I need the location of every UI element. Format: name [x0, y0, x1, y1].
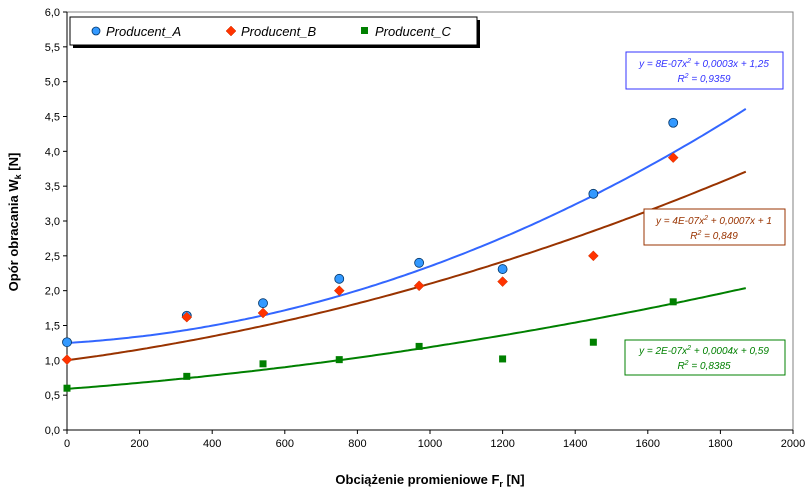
- data-points: [61, 117, 679, 392]
- point-b: [497, 276, 508, 287]
- x-tick-label: 0: [64, 438, 70, 450]
- trendline-a: [66, 108, 747, 344]
- y-tick-label: 3,5: [45, 181, 60, 193]
- point-b: [587, 250, 599, 262]
- point-c: [335, 356, 343, 364]
- point-c: [589, 338, 597, 346]
- x-tick-label: 200: [130, 438, 148, 450]
- point-a: [668, 117, 679, 128]
- trendline-c: [66, 287, 747, 390]
- point-b: [667, 152, 679, 163]
- point-c: [183, 372, 191, 380]
- svg-text:R2 = 0,849: R2 = 0,849: [690, 230, 738, 242]
- legend-label-b: Producent_B: [241, 24, 316, 39]
- y-tick-label: 4,0: [45, 146, 60, 158]
- point-c: [63, 384, 71, 392]
- y-tick-label: 5,5: [45, 42, 60, 54]
- legend-label-c: Producent_C: [375, 24, 451, 39]
- x-axis-title: Obciążenie promieniowe Fr [N]: [335, 472, 524, 489]
- y-tick-label: 5,0: [45, 77, 60, 89]
- x-tick-label: 1600: [636, 438, 660, 450]
- y-tick-label: 3,0: [45, 216, 60, 228]
- y-tick-label: 0,0: [45, 425, 60, 437]
- tick-labels: 0,0 0,5 1,0 1,5 2,0 2,5 3,0 3,5 4,0 4,5 5,0 5,5 6,0 0…: [45, 7, 806, 450]
- point-a: [414, 257, 425, 268]
- point-c: [499, 355, 507, 363]
- point-b: [181, 311, 193, 323]
- y-tick-label: 6,0: [45, 7, 60, 19]
- point-a: [258, 298, 268, 309]
- point-a: [334, 273, 345, 284]
- trend-equation-b: y = 4E-07x2 + 0,0007x + 1 R2 = 0,849: [643, 208, 786, 246]
- legend-marker-b: [225, 25, 237, 37]
- svg-text:y = 2E-07x2 + 0,0004x + 0,59: y = 2E-07x2 + 0,0004x + 0,59: [638, 345, 769, 357]
- x-tick-label: 1200: [490, 438, 514, 450]
- y-axis-title: Opór obracania Wk [N]: [6, 153, 23, 292]
- x-tick-label: 2000: [781, 438, 805, 450]
- x-tick-label: 800: [348, 438, 366, 450]
- point-a: [497, 264, 508, 274]
- point-c: [259, 360, 267, 368]
- y-tick-label: 2,0: [45, 286, 60, 298]
- legend: Producent_A Producent_B Producent_C: [69, 16, 480, 48]
- point-b: [333, 285, 345, 297]
- legend-marker-a: [91, 26, 101, 36]
- trend-equation-a: y = 8E-07x2 + 0,0003x + 1,25 R2 = 0,9359: [625, 51, 784, 90]
- x-tick-label: 400: [203, 438, 221, 450]
- x-tick-label: 600: [276, 438, 294, 450]
- y-tick-label: 1,0: [45, 355, 60, 367]
- point-a: [588, 188, 599, 199]
- point-b: [61, 354, 73, 365]
- legend-marker-c: [361, 27, 368, 34]
- point-a: [62, 337, 72, 348]
- point-c: [415, 342, 423, 350]
- trendline-b: [66, 170, 747, 362]
- y-tick-label: 1,5: [45, 321, 60, 333]
- y-tick-label: 2,5: [45, 251, 60, 263]
- trendlines: [66, 108, 747, 390]
- x-tick-label: 1400: [563, 438, 587, 450]
- y-tick-label: 0,5: [45, 390, 60, 402]
- svg-text:y = 8E-07x2 + 0,0003x + 1,25: y = 8E-07x2 + 0,0003x + 1,25: [638, 58, 769, 70]
- legend-label-a: Producent_A: [106, 24, 181, 39]
- y-tick-label: 4,5: [45, 112, 60, 124]
- svg-text:R2 = 0,8385: R2 = 0,8385: [677, 360, 731, 372]
- trend-equation-c: y = 2E-07x2 + 0,0004x + 0,59 R2 = 0,8385: [624, 339, 786, 376]
- x-tick-label: 1800: [708, 438, 732, 450]
- svg-text:y = 4E-07x2 + 0,0007x + 1: y = 4E-07x2 + 0,0007x + 1: [655, 215, 772, 227]
- point-c: [669, 298, 677, 306]
- svg-text:R2 = 0,9359: R2 = 0,9359: [677, 73, 731, 85]
- point-b: [413, 280, 425, 292]
- x-tick-label: 1000: [418, 438, 442, 450]
- point-b: [257, 307, 269, 319]
